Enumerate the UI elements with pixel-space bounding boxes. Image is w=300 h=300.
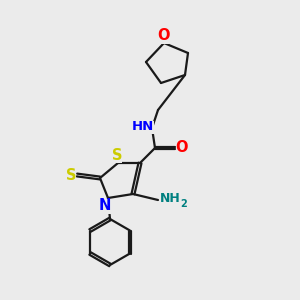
Text: NH: NH bbox=[160, 193, 180, 206]
Text: N: N bbox=[99, 199, 111, 214]
Text: S: S bbox=[112, 148, 122, 163]
Text: S: S bbox=[66, 167, 76, 182]
Text: 2: 2 bbox=[181, 199, 188, 209]
Text: O: O bbox=[157, 28, 169, 44]
Text: O: O bbox=[176, 140, 188, 155]
Text: HN: HN bbox=[132, 121, 154, 134]
